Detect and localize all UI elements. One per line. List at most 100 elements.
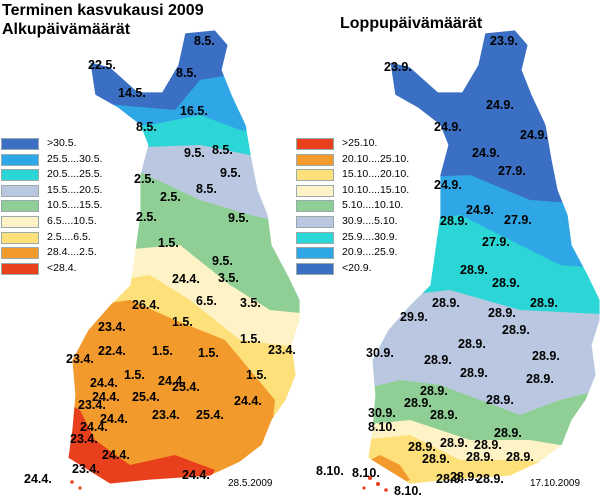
right-legend-swatch <box>296 231 334 244</box>
right-map-date-label: 24.9. <box>434 178 462 192</box>
left-map-date-label: 24.4. <box>92 390 120 404</box>
right-legend-label: 20.10....25.10. <box>342 152 410 165</box>
right-map-date-label: 24.9. <box>486 98 514 112</box>
right-map-date: 17.10.2009 <box>530 478 581 489</box>
left-map-date-label: 9.5. <box>184 146 205 160</box>
left-map-date-label: 3.5. <box>240 296 261 310</box>
left-map-date-label: 25.4. <box>172 380 200 394</box>
right-map-date-label: 28.9. <box>450 470 478 484</box>
left-map-date-label: 9.5. <box>212 254 233 268</box>
left-map-date-label: 2.5. <box>160 190 181 204</box>
left-map-date-label: 24.4. <box>234 394 262 408</box>
right-map-date-label: 24.9. <box>466 203 494 217</box>
left-map-date-label: 1.5. <box>240 332 261 346</box>
left-map-date-label: 9.5. <box>228 211 249 225</box>
left-map-date: 28.5.2009 <box>228 478 273 489</box>
left-map-date-label: 22.4. <box>98 344 126 358</box>
left-map-date-label: 6.5. <box>196 294 217 308</box>
left-legend-label: 20.5....25.5. <box>47 168 103 181</box>
left-map-date-label: 14.5. <box>118 86 146 100</box>
left-map-date-label: 2.5. <box>136 210 157 224</box>
left-legend-swatch <box>1 153 39 166</box>
right-map-date-label: 8.10. <box>368 420 396 434</box>
left-legend-swatch <box>1 200 39 213</box>
left-legend-swatch <box>1 184 39 197</box>
left-map-date-label: 2.5. <box>134 172 155 186</box>
right-map-date-label: 28.9. <box>436 472 464 486</box>
right-map-date-label: 24.9. <box>472 146 500 160</box>
left-legend-swatch <box>1 247 39 260</box>
left-map-date-label: 8.5. <box>136 120 157 134</box>
left-map-date-label: 24.4. <box>80 420 108 434</box>
left-map-date-label: 25.4. <box>196 408 224 422</box>
left-legend-label: 25.5....30.5. <box>47 152 103 165</box>
left-map-date-label: 8.5. <box>176 66 197 80</box>
left-map-date-label: 1.5. <box>124 368 145 382</box>
right-map-date-label: 30.9. <box>366 346 394 360</box>
left-legend-label: 6.5....10.5. <box>47 215 97 227</box>
left-map-date-label: 1.5. <box>152 344 173 358</box>
left-map-date-label: 23.4. <box>152 408 180 422</box>
right-map-date-label: 28.9. <box>532 349 560 363</box>
left-map-date-label: 23.4. <box>78 398 106 412</box>
left-legend-swatch <box>1 138 39 150</box>
right-map-date-label: 28.9. <box>476 472 504 486</box>
right-map-date-label: 28.9. <box>466 450 494 464</box>
right-legend-swatch <box>296 153 334 166</box>
right-map-date-label: 29.9. <box>400 310 428 324</box>
archipelago-islands <box>70 476 388 492</box>
right-map-date-label: 23.9. <box>490 34 518 48</box>
left-map-date-label: 22.5. <box>88 58 116 72</box>
right-map-date-label: 28.9. <box>530 296 558 310</box>
left-map-date-label: 23.4. <box>98 320 126 334</box>
right-map-date-label: 28.9. <box>404 396 432 410</box>
right-map-date-label: 30.9. <box>368 406 396 420</box>
right-legend-label: <20.9. <box>342 261 372 274</box>
left-map-date-label: 23.4. <box>66 352 94 366</box>
right-legend-swatch <box>296 262 334 275</box>
right-legend-swatch <box>296 200 334 213</box>
right-legend-label: 15.10....20.10. <box>342 168 410 181</box>
left-map-date-label: 25.4. <box>132 390 160 404</box>
left-legend-label: 28.4....2.5. <box>47 246 97 259</box>
right-legend-swatch <box>296 247 334 260</box>
right-legend-swatch <box>296 184 334 197</box>
left-legend-label: >30.5. <box>47 137 77 149</box>
right-map-outline <box>367 29 600 485</box>
right-map-date-label: 8.10. <box>316 464 344 478</box>
left-map-date-label: 1.5. <box>172 315 193 329</box>
right-map-date-label: 8.10. <box>394 484 422 498</box>
right-legend-swatch <box>296 216 334 228</box>
right-legend-label: 20.9....25.9. <box>342 246 398 259</box>
left-map-date-label: 24.4. <box>102 448 130 462</box>
right-legend-label: 5.10....10.10. <box>342 199 404 212</box>
right-map-date-label: 28.9. <box>474 438 502 452</box>
right-map-date-label: 28.9. <box>460 366 488 380</box>
right-map-date-label: 28.9. <box>488 306 516 320</box>
left-map-date-label: 23.4. <box>268 343 296 357</box>
left-map-date-label: 9.5. <box>220 166 241 180</box>
left-map-date-label: 24.4. <box>172 272 200 286</box>
left-map-date-label: 24.4. <box>182 468 210 482</box>
left-map-date-label: 24.4. <box>100 412 128 426</box>
left-map-date-label: 16.5. <box>180 104 208 118</box>
left-legend-label: 10.5....15.5. <box>47 199 103 212</box>
right-map-date-label: 24.9. <box>434 120 462 134</box>
right-map-date-label: 23.9. <box>384 60 412 74</box>
left-map-title: Alkupäivämäärät <box>2 21 131 38</box>
left-map-date-label: 1.5. <box>158 236 179 250</box>
left-map-date-label: 8.5. <box>212 143 233 157</box>
left-map-date-label: 26.4. <box>132 298 160 312</box>
left-legend-label: 15.5....20.5. <box>47 183 103 196</box>
right-map-date-label: 28.9. <box>432 296 460 310</box>
right-map-date-label: 27.9. <box>504 213 532 227</box>
right-map-date-label: 28.9. <box>420 384 448 398</box>
right-legend-label: >25.10. <box>342 137 378 149</box>
right-map-date-label: 28.9. <box>460 263 488 277</box>
right-map-date-label: 28.9. <box>424 353 452 367</box>
left-map-date-label: 24.4. <box>24 472 52 486</box>
right-map-date-label: 28.9. <box>492 276 520 290</box>
right-legend-swatch <box>296 138 334 150</box>
left-map-date-label: 23.4. <box>70 432 98 446</box>
